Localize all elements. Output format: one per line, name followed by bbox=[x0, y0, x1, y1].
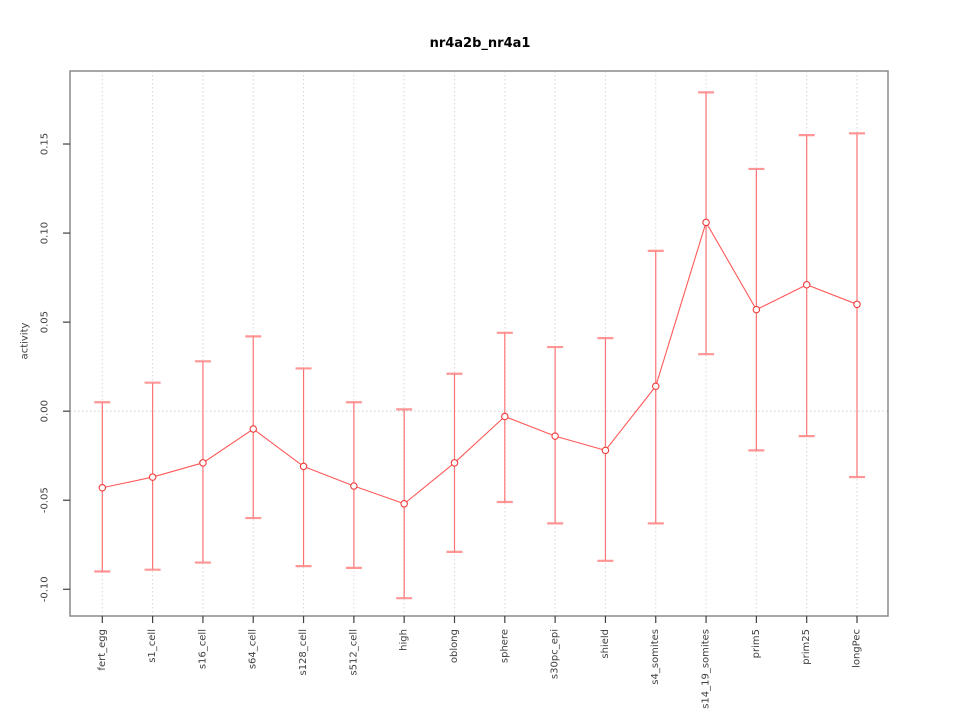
data-point bbox=[450, 459, 459, 467]
data-point bbox=[501, 412, 509, 421]
data-point bbox=[249, 425, 257, 433]
data-point bbox=[752, 305, 761, 314]
data-point bbox=[651, 382, 660, 390]
data-point bbox=[400, 500, 408, 508]
x-tick-label: longPec bbox=[852, 629, 863, 668]
data-point bbox=[853, 300, 861, 309]
series-line bbox=[102, 221, 858, 505]
data-point bbox=[199, 459, 207, 467]
x-tick-label: s4_somites bbox=[650, 629, 661, 685]
x-tick-label: fert_egg bbox=[97, 629, 108, 671]
data-point bbox=[702, 218, 710, 227]
x-tick-label: prim5 bbox=[751, 629, 762, 658]
x-tick-label: shield bbox=[600, 629, 611, 659]
y-tick-label: 0.00 bbox=[40, 400, 51, 422]
plot-border bbox=[69, 70, 889, 617]
chart-title: nr4a2b_nr4a1 bbox=[429, 36, 531, 51]
data-point bbox=[350, 482, 358, 490]
x-tick-label: s14_19_somites bbox=[701, 629, 712, 709]
x-tick-label: s128_cell bbox=[298, 629, 309, 676]
x-tick-label: s1_cell bbox=[147, 629, 158, 663]
y-tick-label: 0.10 bbox=[40, 222, 51, 244]
y-tick-label: -0.10 bbox=[40, 576, 51, 602]
x-tick-label: high bbox=[399, 629, 410, 651]
x-tick-label: s512_cell bbox=[348, 629, 359, 676]
data-point bbox=[299, 462, 308, 471]
y-tick-label: -0.05 bbox=[40, 487, 51, 513]
x-tick-label: s64_cell bbox=[248, 629, 259, 669]
x-tick-label: oblong bbox=[449, 629, 460, 663]
data-point bbox=[551, 432, 559, 440]
data-point bbox=[802, 280, 811, 289]
x-tick-label: s16_cell bbox=[197, 629, 208, 669]
data-point bbox=[601, 446, 610, 455]
data-point bbox=[148, 473, 157, 481]
data-point bbox=[98, 484, 107, 492]
y-tick-label: 0.05 bbox=[40, 311, 51, 333]
x-tick-label: prim25 bbox=[801, 629, 812, 665]
x-tick-label: sphere bbox=[499, 629, 510, 663]
y-tick-label: 0.15 bbox=[40, 133, 51, 155]
x-tick-label: s30pc_epi bbox=[550, 629, 561, 679]
